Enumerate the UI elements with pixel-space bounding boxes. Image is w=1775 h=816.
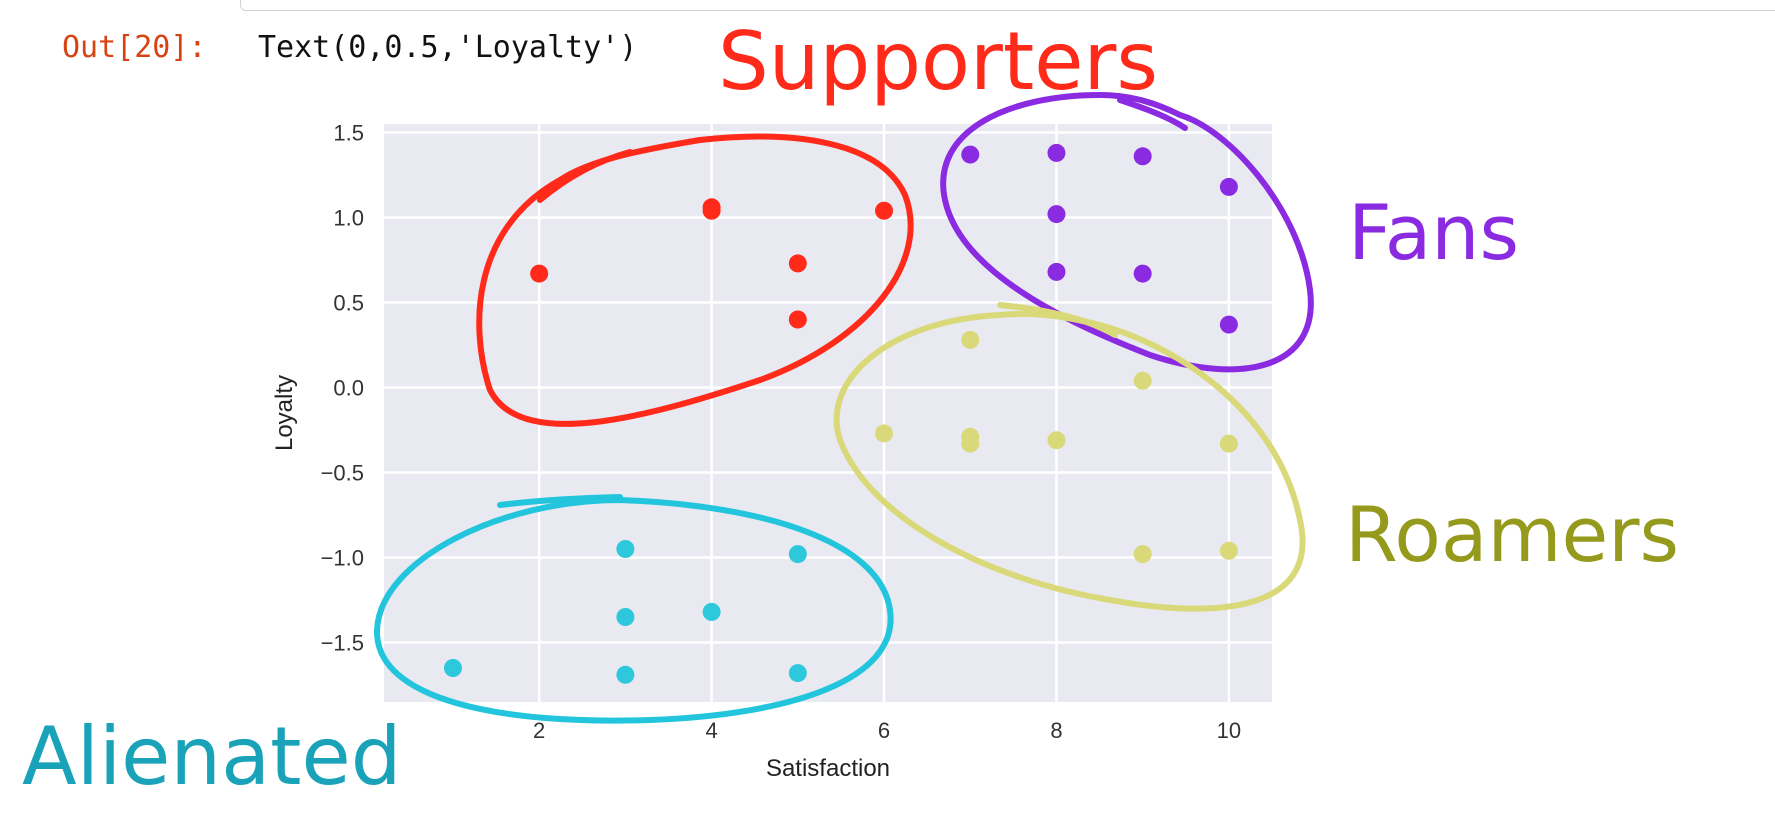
data-point (1219, 315, 1238, 334)
data-point (616, 608, 635, 626)
x-tick-label: 8 (1050, 718, 1062, 743)
data-point (875, 201, 894, 220)
data-point (961, 145, 980, 164)
y-tick-label: 0.0 (333, 376, 364, 401)
data-point (616, 665, 635, 684)
fans-circle (940, 92, 1314, 373)
y-tick-label: −0.5 (321, 461, 364, 486)
output-text: Text(0,0.5,'Loyalty') (258, 30, 638, 65)
supporters-label: Supporters (718, 15, 1159, 108)
data-point (961, 434, 980, 453)
data-point (788, 664, 807, 683)
data-point (788, 254, 807, 273)
data-point (875, 424, 894, 443)
data-point (1047, 431, 1066, 450)
alienated-circle (373, 497, 894, 724)
x-tick-label: 4 (705, 718, 717, 743)
tick-labels: 2 4 6 8 10 1.5 1.0 0.5 0.0 −0.5 −1.0 −1.5 (321, 121, 1242, 744)
input-cell-border (240, 0, 1775, 11)
y-axis-label: Loyalty (271, 375, 298, 451)
supporters-circle (476, 133, 914, 427)
y-tick-label: −1.5 (321, 631, 364, 656)
data-point (1047, 205, 1066, 224)
data-point (1219, 177, 1238, 196)
x-tick-label: 10 (1217, 718, 1241, 743)
x-tick-label: 2 (533, 718, 545, 743)
data-point (530, 264, 549, 283)
alienated-circle-tail (497, 494, 623, 508)
data-point (1047, 262, 1066, 281)
data-point (1133, 147, 1152, 166)
data-point (1047, 143, 1066, 162)
fans-label: Fans (1348, 188, 1520, 277)
hand-drawn-circles (373, 92, 1314, 724)
plot-area (384, 124, 1272, 702)
roamers-circle (833, 310, 1306, 612)
data-point (961, 330, 980, 349)
fans-circle-tail (1117, 97, 1188, 131)
data-point (1133, 371, 1152, 390)
y-tick-label: 1.5 (333, 121, 364, 146)
output-prompt: Out[20]: (62, 30, 207, 65)
data-point (702, 602, 721, 621)
data-point (1133, 545, 1152, 564)
data-points (443, 143, 1238, 684)
x-axis-label: Satisfaction (766, 755, 890, 782)
alienated-label: Alienated (22, 710, 402, 803)
data-point (788, 545, 807, 564)
x-tick-label: 6 (878, 718, 890, 743)
data-point (1219, 541, 1238, 560)
data-point (443, 659, 462, 677)
data-point (788, 310, 807, 329)
data-point (702, 198, 721, 217)
roamers-circle-tail (997, 302, 1118, 338)
data-point (1219, 434, 1238, 453)
roamers-label: Roamers (1345, 490, 1680, 579)
y-tick-label: 1.0 (333, 206, 364, 231)
data-point (616, 540, 635, 558)
y-tick-label: −1.0 (321, 546, 364, 571)
data-point (1133, 264, 1152, 283)
y-tick-label: 0.5 (333, 291, 364, 316)
supporters-circle-tail (537, 149, 633, 203)
